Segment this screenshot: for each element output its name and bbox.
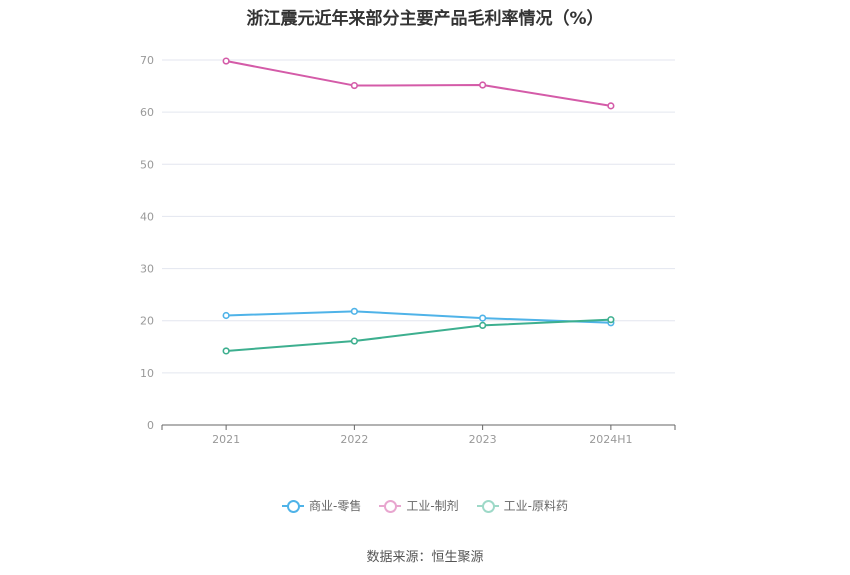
y-tick-label: 30: [140, 263, 154, 276]
y-tick-label: 10: [140, 367, 154, 380]
data-point: [350, 337, 358, 345]
x-tick-label: 2022: [340, 433, 368, 446]
y-tick-label: 20: [140, 315, 154, 328]
data-point: [607, 102, 615, 110]
data-point: [479, 321, 487, 330]
y-tick-label: 60: [140, 106, 154, 119]
legend-label-formulation: 工业-制剂: [406, 499, 459, 513]
y-tick-label: 40: [140, 210, 154, 223]
legend-marker-retail: [281, 499, 304, 513]
series-line: [226, 310, 611, 324]
x-tick-label: 2023: [469, 433, 497, 446]
series-line: [225, 60, 612, 107]
legend-marker-api: [476, 499, 499, 513]
legend: 商业-零售 工业-制剂 工业-原料药: [0, 497, 850, 514]
data-point: [350, 307, 358, 315]
data-point: [350, 81, 358, 90]
data-point: [222, 57, 230, 65]
chart-title: 浙江震元近年来部分主要产品毛利率情况（%）: [246, 9, 604, 29]
data-point: [222, 347, 230, 355]
grid-layer: [162, 59, 675, 374]
series-line: [226, 318, 611, 352]
x-tick-label: 2021: [212, 433, 240, 446]
data-point: [479, 81, 487, 89]
y-tick-label: 70: [140, 54, 154, 67]
data-point: [222, 311, 230, 320]
legend-item-retail[interactable]: 商业-零售: [281, 497, 362, 514]
data-point: [607, 316, 615, 324]
legend-marker-formulation: [379, 499, 402, 513]
legend-item-api[interactable]: 工业-原料药: [476, 497, 569, 514]
series-layer: [222, 57, 615, 355]
y-tick-label: 0: [147, 419, 154, 432]
axis-layer: 0 10 20 30 40 50 60 70 2021 2022 2023 2024H1: [140, 54, 676, 446]
legend-item-formulation[interactable]: 工业-制剂: [379, 497, 459, 514]
legend-label-retail: 商业-零售: [308, 499, 362, 513]
x-tick-label: 2024H1: [589, 433, 632, 446]
legend-label-api: 工业-原料药: [503, 499, 569, 513]
y-tick-label: 50: [140, 158, 154, 171]
data-source-note: 数据来源：恒生聚源: [366, 550, 484, 565]
data-point: [479, 314, 487, 322]
